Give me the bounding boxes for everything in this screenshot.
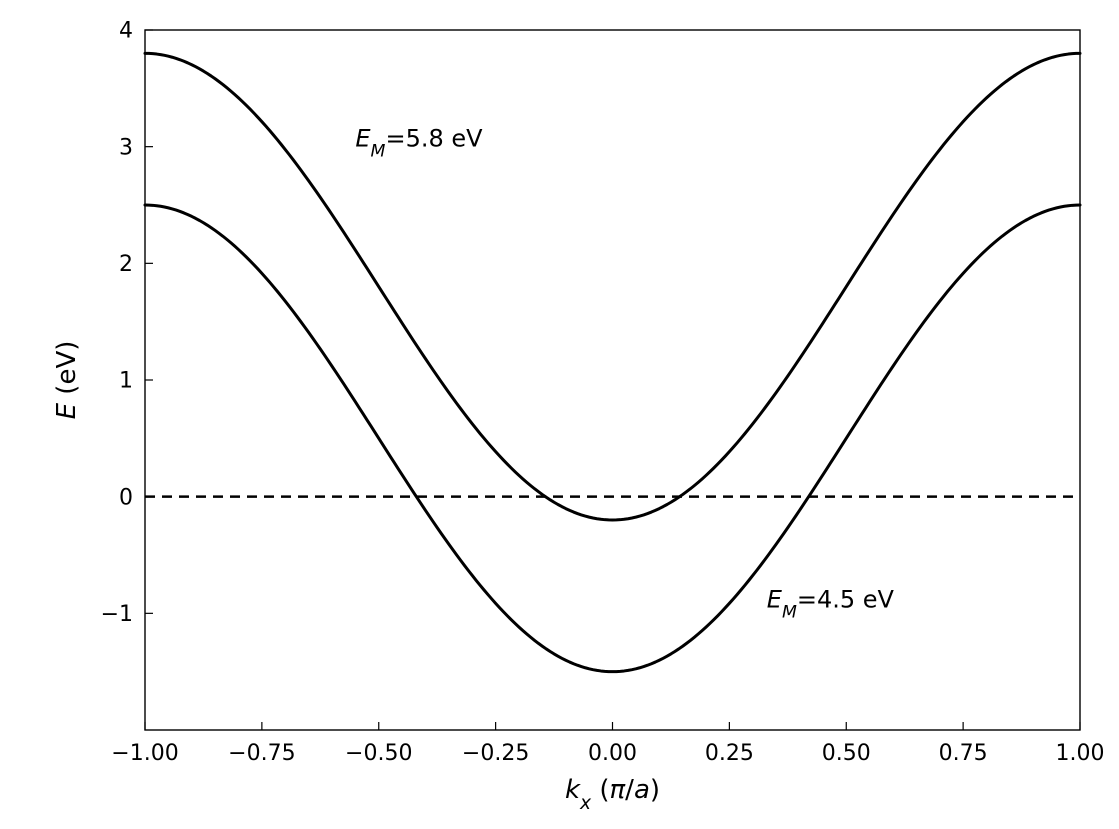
y-tick-label: 2: [119, 252, 133, 277]
chart-svg: −1.00 −0.75 −0.50 −0.25 0.00 0.25 0.50 0.75 1.00…: [0, 0, 1119, 829]
y-tick-label: 0: [119, 485, 133, 510]
x-tick-label: −0.25: [462, 741, 529, 766]
chart-container: −1.00 −0.75 −0.50 −0.25 0.00 0.25 0.50 0.75 1.00…: [0, 0, 1119, 829]
y-tick-label: 1: [119, 369, 133, 394]
x-tick-label: 0.00: [588, 741, 637, 766]
x-tick-label: −0.50: [345, 741, 412, 766]
y-tick-label: 4: [119, 19, 133, 44]
y-tick-label: −1: [101, 602, 133, 627]
x-tick-label: −0.75: [228, 741, 295, 766]
x-tick-label: −1.00: [111, 741, 178, 766]
y-axis-label: E (eV): [52, 341, 82, 420]
x-tick-label: 0.75: [939, 741, 988, 766]
x-tick-label: 0.25: [705, 741, 754, 766]
x-tick-label: 0.50: [822, 741, 871, 766]
x-tick-label: 1.00: [1056, 741, 1105, 766]
y-tick-label: 3: [119, 135, 133, 160]
